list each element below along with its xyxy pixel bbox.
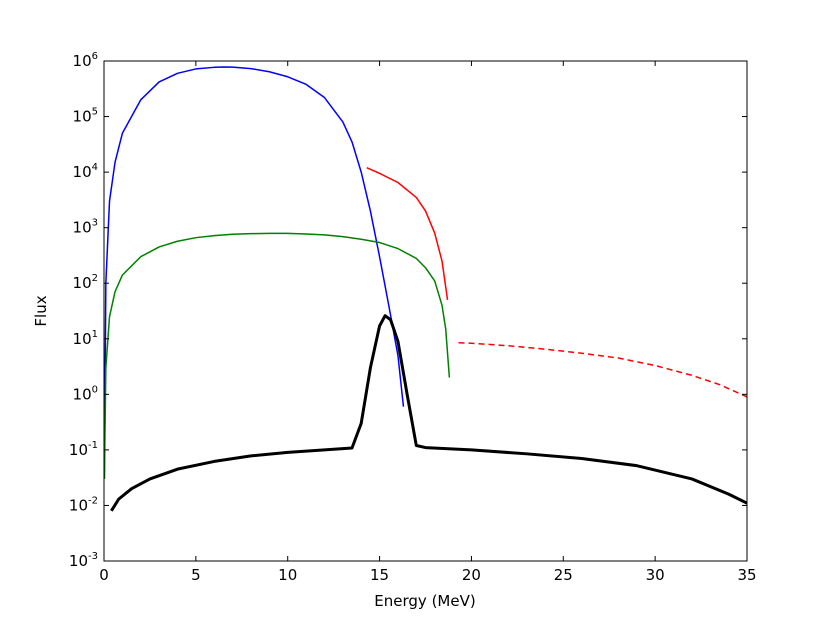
x-tick-label: 0 xyxy=(99,566,109,584)
y-tick-label: 10-1 xyxy=(69,440,98,459)
x-tick-label: 5 xyxy=(191,566,201,584)
y-tick-label: 104 xyxy=(73,162,98,181)
y-axis-label: Flux xyxy=(32,295,50,326)
series-line-2 xyxy=(104,232,451,479)
plot-frame xyxy=(103,60,748,562)
y-tick-label: 100 xyxy=(73,384,98,403)
y-tick-label: 10-3 xyxy=(69,551,98,570)
series-line-5 xyxy=(110,314,747,512)
x-tick-label: 15 xyxy=(370,566,389,584)
series-line-1 xyxy=(104,66,405,479)
ticks-layer: 0 5 10 15 20 25 30 35 10-3 10-2 10-1 100 101 102 103 10… xyxy=(69,51,757,584)
y-tick-label: 101 xyxy=(73,329,98,348)
series-layer xyxy=(104,66,747,512)
x-axis-label: Energy (MeV) xyxy=(374,592,475,610)
x-tick-label: 30 xyxy=(646,566,665,584)
y-tick-label: 102 xyxy=(73,273,98,292)
y-tick-label: 10-2 xyxy=(69,495,98,514)
x-tick-label: 25 xyxy=(554,566,573,584)
series-line-4 xyxy=(458,341,747,398)
y-tick-label: 106 xyxy=(73,51,98,70)
x-tick-label: 20 xyxy=(462,566,481,584)
x-tick-label: 10 xyxy=(278,566,297,584)
y-tick-label: 105 xyxy=(73,107,98,126)
series-line-3 xyxy=(366,167,449,301)
x-tick-label: 35 xyxy=(737,566,756,584)
y-tick-label: 103 xyxy=(73,218,98,237)
